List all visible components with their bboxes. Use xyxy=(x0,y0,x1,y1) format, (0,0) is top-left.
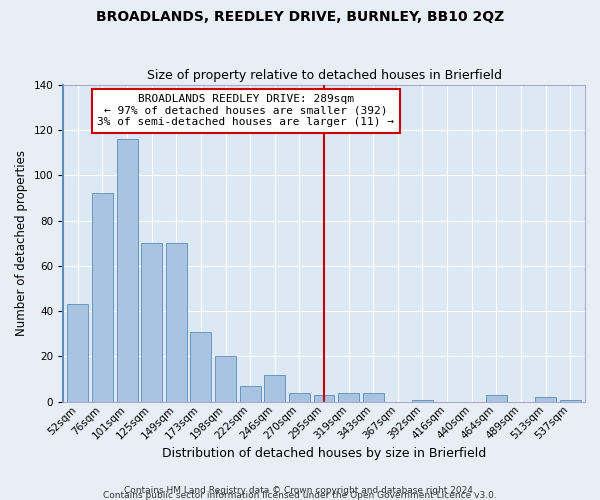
Bar xyxy=(141,243,162,402)
Bar xyxy=(560,400,581,402)
X-axis label: Distribution of detached houses by size in Brierfield: Distribution of detached houses by size … xyxy=(162,447,486,460)
Text: BROADLANDS REEDLEY DRIVE: 289sqm
← 97% of detached houses are smaller (392)
3% o: BROADLANDS REEDLEY DRIVE: 289sqm ← 97% o… xyxy=(97,94,394,128)
Bar xyxy=(265,374,285,402)
Text: Contains HM Land Registry data © Crown copyright and database right 2024.: Contains HM Land Registry data © Crown c… xyxy=(124,486,476,495)
Bar xyxy=(239,386,260,402)
Bar xyxy=(535,398,556,402)
Title: Size of property relative to detached houses in Brierfield: Size of property relative to detached ho… xyxy=(146,69,502,82)
Bar xyxy=(314,395,334,402)
Bar xyxy=(67,304,88,402)
Bar xyxy=(338,392,359,402)
Text: BROADLANDS, REEDLEY DRIVE, BURNLEY, BB10 2QZ: BROADLANDS, REEDLEY DRIVE, BURNLEY, BB10… xyxy=(96,10,504,24)
Bar xyxy=(289,392,310,402)
Text: Contains public sector information licensed under the Open Government Licence v3: Contains public sector information licen… xyxy=(103,490,497,500)
Y-axis label: Number of detached properties: Number of detached properties xyxy=(15,150,28,336)
Bar xyxy=(363,392,384,402)
Bar xyxy=(412,400,433,402)
Bar xyxy=(190,332,211,402)
Bar xyxy=(215,356,236,402)
Bar xyxy=(166,243,187,402)
Bar xyxy=(92,194,113,402)
Bar xyxy=(486,395,507,402)
Bar xyxy=(116,139,137,402)
